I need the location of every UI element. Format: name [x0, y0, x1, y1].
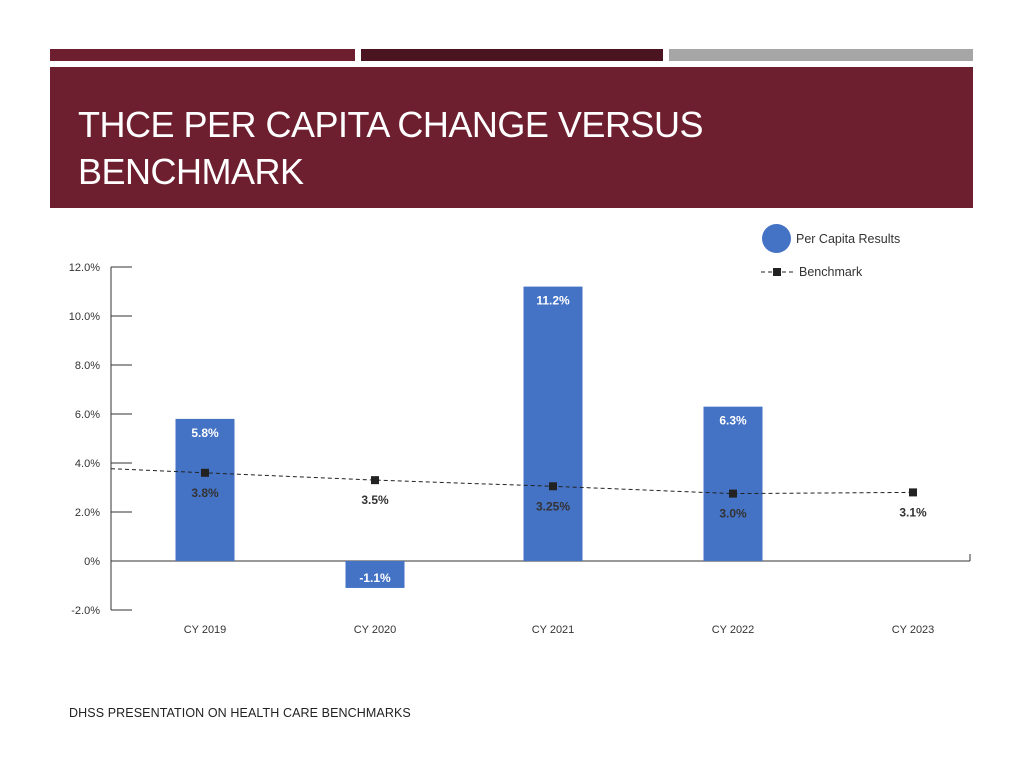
benchmark-marker: [549, 482, 557, 491]
legend-swatch-per-capita: [762, 224, 791, 253]
y-tick-label: 6.0%: [75, 409, 100, 421]
title-band: THCE PER CAPITA CHANGE VERSUS BENCHMARK: [50, 67, 973, 208]
legend-label-per-capita: Per Capita Results: [796, 231, 901, 246]
bar-data-label: 5.8%: [191, 426, 219, 440]
x-tick-label: CY 2019: [184, 624, 227, 636]
benchmark-data-label: 3.25%: [536, 499, 570, 513]
y-tick-label: 4.0%: [75, 458, 100, 470]
bar-data-label: 11.2%: [536, 294, 570, 308]
footer-text: DHSS PRESENTATION ON HEALTH CARE BENCHMA…: [69, 706, 411, 720]
x-tick-label: CY 2020: [354, 624, 397, 636]
legend: Per Capita Results Benchmark: [760, 224, 980, 288]
benchmark-marker: [201, 468, 209, 477]
benchmark-line: [110, 468, 914, 495]
x-tick-label: CY 2022: [712, 624, 755, 636]
benchmark-data-label: 3.5%: [361, 493, 389, 507]
legend-swatch-benchmark: [761, 268, 793, 276]
benchmark-marker: [371, 476, 379, 485]
benchmark-marker: [909, 488, 917, 497]
slide-title: THCE PER CAPITA CHANGE VERSUS BENCHMARK: [78, 104, 703, 192]
bar: [345, 561, 405, 588]
x-tick-label: CY 2021: [532, 624, 575, 636]
bar: [175, 418, 235, 561]
benchmark-data-label: 3.8%: [191, 486, 219, 500]
bar-data-label: 6.3%: [719, 414, 747, 428]
accent-bar-2: [361, 49, 663, 61]
y-tick-label: 8.0%: [75, 360, 100, 372]
x-tick-label: CY 2023: [892, 624, 935, 636]
benchmark-data-label: 3.1%: [899, 505, 927, 519]
y-tick-label: 10.0%: [69, 311, 100, 323]
benchmark-marker: [729, 489, 737, 498]
accent-bar-1: [50, 49, 355, 61]
y-tick-label: 12.0%: [69, 262, 100, 274]
bar-data-label: -1.1%: [359, 571, 391, 585]
y-tick-label: 0%: [84, 556, 100, 568]
accent-bar-3: [669, 49, 973, 61]
bar: [703, 406, 763, 561]
bar: [523, 286, 583, 561]
y-tick-label: -2.0%: [71, 605, 100, 617]
legend-label-benchmark: Benchmark: [799, 265, 863, 279]
benchmark-data-label: 3.0%: [719, 507, 747, 521]
y-tick-label: 2.0%: [75, 507, 100, 519]
legend-item-per-capita: Per Capita Results: [760, 224, 900, 253]
legend-item-benchmark: Benchmark: [760, 262, 862, 282]
